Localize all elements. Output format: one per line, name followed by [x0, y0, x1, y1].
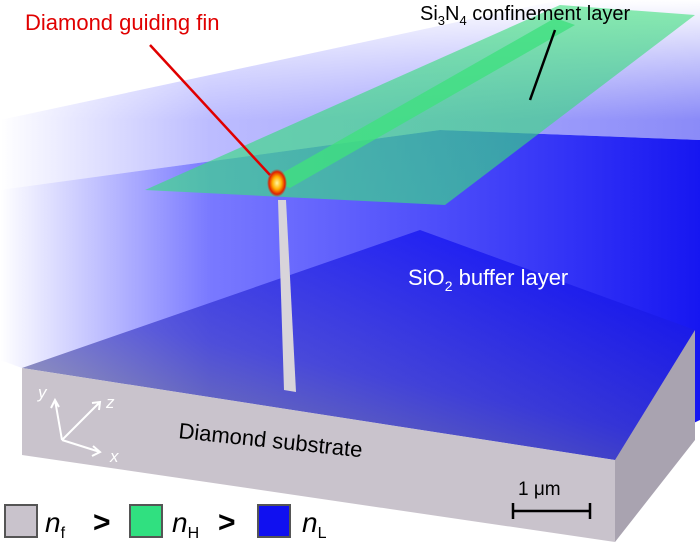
subscript: 4	[459, 13, 466, 28]
subscript: H	[188, 525, 200, 542]
buffer-label: SiO2 buffer layer	[408, 265, 568, 294]
symbol: n	[302, 507, 318, 538]
mode-spot	[267, 169, 287, 197]
text: buffer layer	[452, 265, 568, 290]
text: confinement layer	[467, 3, 631, 25]
fin-pointer	[149, 44, 271, 176]
fin-label: Diamond guiding fin	[25, 10, 219, 35]
substrate-top	[22, 230, 695, 460]
subscript: 2	[445, 278, 453, 294]
scale-bar	[511, 503, 592, 519]
legend-separator: >	[93, 506, 111, 539]
legend: nf > nH > nL	[4, 504, 327, 542]
substrate-front	[22, 368, 615, 542]
legend-entry: nH	[172, 507, 199, 542]
symbol: n	[45, 507, 61, 538]
legend-entry: nL	[302, 507, 327, 542]
confinement-label: Si3N4 confinement layer	[420, 3, 630, 28]
confinement-pointer	[528, 29, 557, 101]
legend-swatch	[4, 504, 38, 538]
symbol: n	[172, 507, 188, 538]
fin	[278, 200, 296, 392]
axes-icon	[50, 397, 102, 457]
legend-swatch	[257, 504, 291, 538]
legend-swatch	[129, 504, 163, 538]
axis-x: x	[109, 447, 119, 466]
axis-y: y	[37, 383, 48, 402]
fin-ridge	[270, 18, 575, 188]
text: SiO	[408, 265, 445, 290]
subscript: f	[61, 525, 66, 542]
legend-entry: nf	[45, 507, 66, 542]
text: Si	[420, 3, 438, 25]
axis-z: z	[105, 393, 115, 412]
scale-label: 1 μm	[518, 479, 561, 500]
subscript: 3	[438, 13, 445, 28]
substrate-side	[615, 330, 695, 542]
subscript: L	[318, 525, 327, 542]
legend-separator: >	[218, 506, 236, 539]
text: N	[445, 3, 459, 25]
